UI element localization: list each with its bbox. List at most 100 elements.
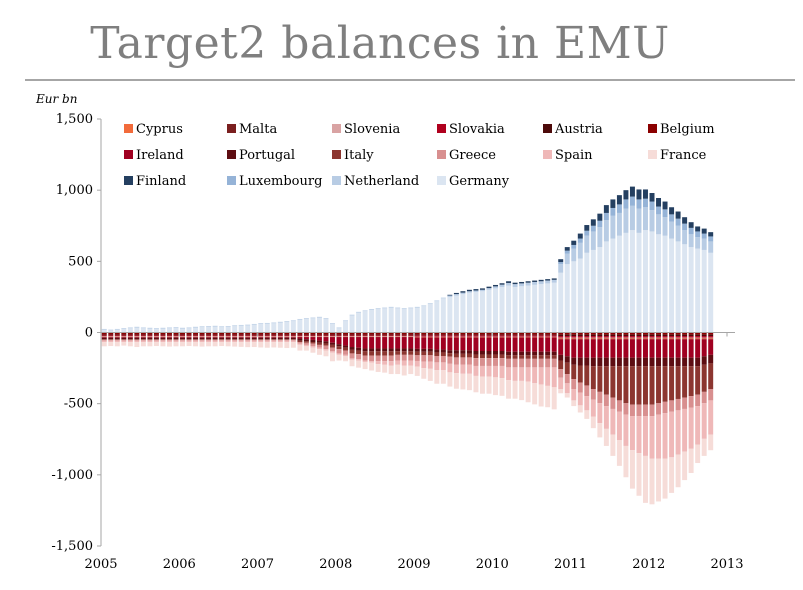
- bar-segment-slovakia: [688, 336, 694, 338]
- bar-segment-italy: [590, 366, 596, 389]
- bar-segment-france: [662, 458, 668, 499]
- bar-segment-germany: [688, 247, 694, 333]
- bar-segment-germany: [525, 285, 531, 333]
- bar-segment-netherland: [395, 307, 401, 309]
- bar-segment-italy: [629, 366, 635, 405]
- bar-segment-spain: [414, 360, 420, 367]
- bar-stacks: [101, 186, 714, 505]
- bar-segment-portugal: [623, 357, 629, 367]
- bar-segment-greece: [590, 389, 596, 400]
- bar-segment-greece: [616, 400, 622, 412]
- bar-segment-slovakia: [675, 336, 681, 338]
- bar-segment-france: [173, 342, 179, 347]
- bar-segment-ireland: [701, 339, 707, 357]
- bar-segment-slovakia: [421, 335, 427, 337]
- bar-segment-germany: [108, 330, 114, 333]
- x-tick-label: 2009: [397, 557, 430, 572]
- bar-segment-austria: [336, 334, 342, 336]
- bar-segment-slovakia: [401, 335, 407, 337]
- bar-segment-belgium: [584, 332, 590, 335]
- bar-segment-portugal: [101, 337, 107, 340]
- bar-segment-germany: [153, 328, 159, 333]
- bar-segment-luxembourg: [656, 206, 662, 215]
- bar-segment-greece: [251, 339, 257, 341]
- bar-segment-france: [577, 405, 583, 413]
- bar-segment-germany: [701, 249, 707, 333]
- bar-segment-austria: [225, 334, 231, 336]
- bar-segment-austria: [616, 334, 622, 337]
- bar-segment-netherland: [545, 280, 551, 284]
- bar-segment-greece: [258, 339, 264, 341]
- bar-segment-portugal: [532, 351, 538, 356]
- bar-segment-spain: [701, 403, 707, 439]
- bar-segment-portugal: [545, 351, 551, 356]
- bar-segment-italy: [173, 339, 179, 340]
- bar-segment-belgium: [532, 332, 538, 335]
- x-tick-label: 2008: [319, 557, 352, 572]
- bar-segment-italy: [153, 339, 159, 340]
- bar-segment-austria: [369, 334, 375, 336]
- bar-segment-germany: [440, 298, 446, 333]
- bar-segment-germany: [414, 307, 420, 333]
- bar-segment-austria: [486, 334, 492, 336]
- bar-segment-germany: [193, 327, 199, 333]
- bar-segment-netherland: [643, 207, 648, 231]
- bar-segment-ireland: [388, 337, 394, 349]
- bar-segment-spain: [564, 383, 570, 394]
- bar-segment-germany: [584, 252, 590, 333]
- bar-segment-spain: [688, 407, 694, 449]
- bar-segment-slovakia: [447, 335, 453, 337]
- bar-segment-ireland: [134, 337, 140, 338]
- bar-segment-austria: [597, 334, 603, 337]
- bar-segment-greece: [303, 342, 309, 345]
- bar-segment-austria: [388, 334, 394, 336]
- bar-segment-italy: [206, 339, 212, 340]
- bar-segment-greece: [193, 339, 199, 341]
- bar-segment-portugal: [180, 337, 185, 340]
- bar-segment-spain: [206, 340, 212, 343]
- bar-segment-belgium: [564, 332, 570, 335]
- bar-segment-ireland: [414, 337, 420, 349]
- bar-segment-greece: [330, 347, 335, 352]
- bar-segment-ireland: [245, 337, 251, 338]
- legend-swatch-spain: [543, 150, 552, 159]
- bar-segment-austria: [173, 334, 179, 336]
- bar-segment-netherland: [688, 234, 694, 248]
- bar-segment-austria: [212, 334, 218, 336]
- bar-segment-slovenia: [590, 337, 596, 339]
- bar-segment-spain: [695, 406, 701, 445]
- bar-segment-greece: [688, 396, 694, 408]
- bar-segment-france: [453, 373, 459, 389]
- bar-segment-france: [303, 346, 309, 351]
- bar-segment-greece: [584, 385, 590, 397]
- bar-segment-austria: [134, 334, 140, 336]
- bar-segment-france: [323, 350, 329, 357]
- bar-segment-italy: [382, 351, 388, 356]
- bar-segment-france: [114, 342, 120, 347]
- bar-segment-germany: [610, 238, 616, 333]
- bar-segment-france: [688, 448, 694, 473]
- bar-segment-germany: [245, 325, 251, 333]
- bar-segment-ireland: [369, 337, 375, 349]
- bar-segment-slovakia: [545, 335, 551, 337]
- bar-segment-ireland: [688, 339, 694, 358]
- bar-segment-slovenia: [623, 337, 629, 339]
- bar-segment-greece: [212, 339, 218, 341]
- bar-segment-netherland: [466, 291, 472, 293]
- bar-segment-france: [238, 342, 244, 347]
- bar-segment-ireland: [493, 337, 498, 351]
- bar-segment-austria: [538, 334, 544, 336]
- bar-segment-belgium: [375, 332, 381, 335]
- bar-segment-spain: [356, 359, 362, 361]
- title-divider: [25, 79, 795, 81]
- bar-segment-greece: [297, 342, 303, 344]
- bar-segment-greece: [643, 404, 648, 417]
- bar-segment-austria: [108, 334, 114, 336]
- bar-segment-belgium: [695, 332, 701, 335]
- bar-segment-italy: [408, 351, 414, 355]
- bar-segment-belgium: [649, 332, 655, 335]
- bar-segment-portugal: [512, 351, 518, 356]
- bar-segment-slovenia: [669, 337, 675, 339]
- bar-segment-portugal: [695, 357, 701, 367]
- bar-segment-austria: [180, 334, 185, 336]
